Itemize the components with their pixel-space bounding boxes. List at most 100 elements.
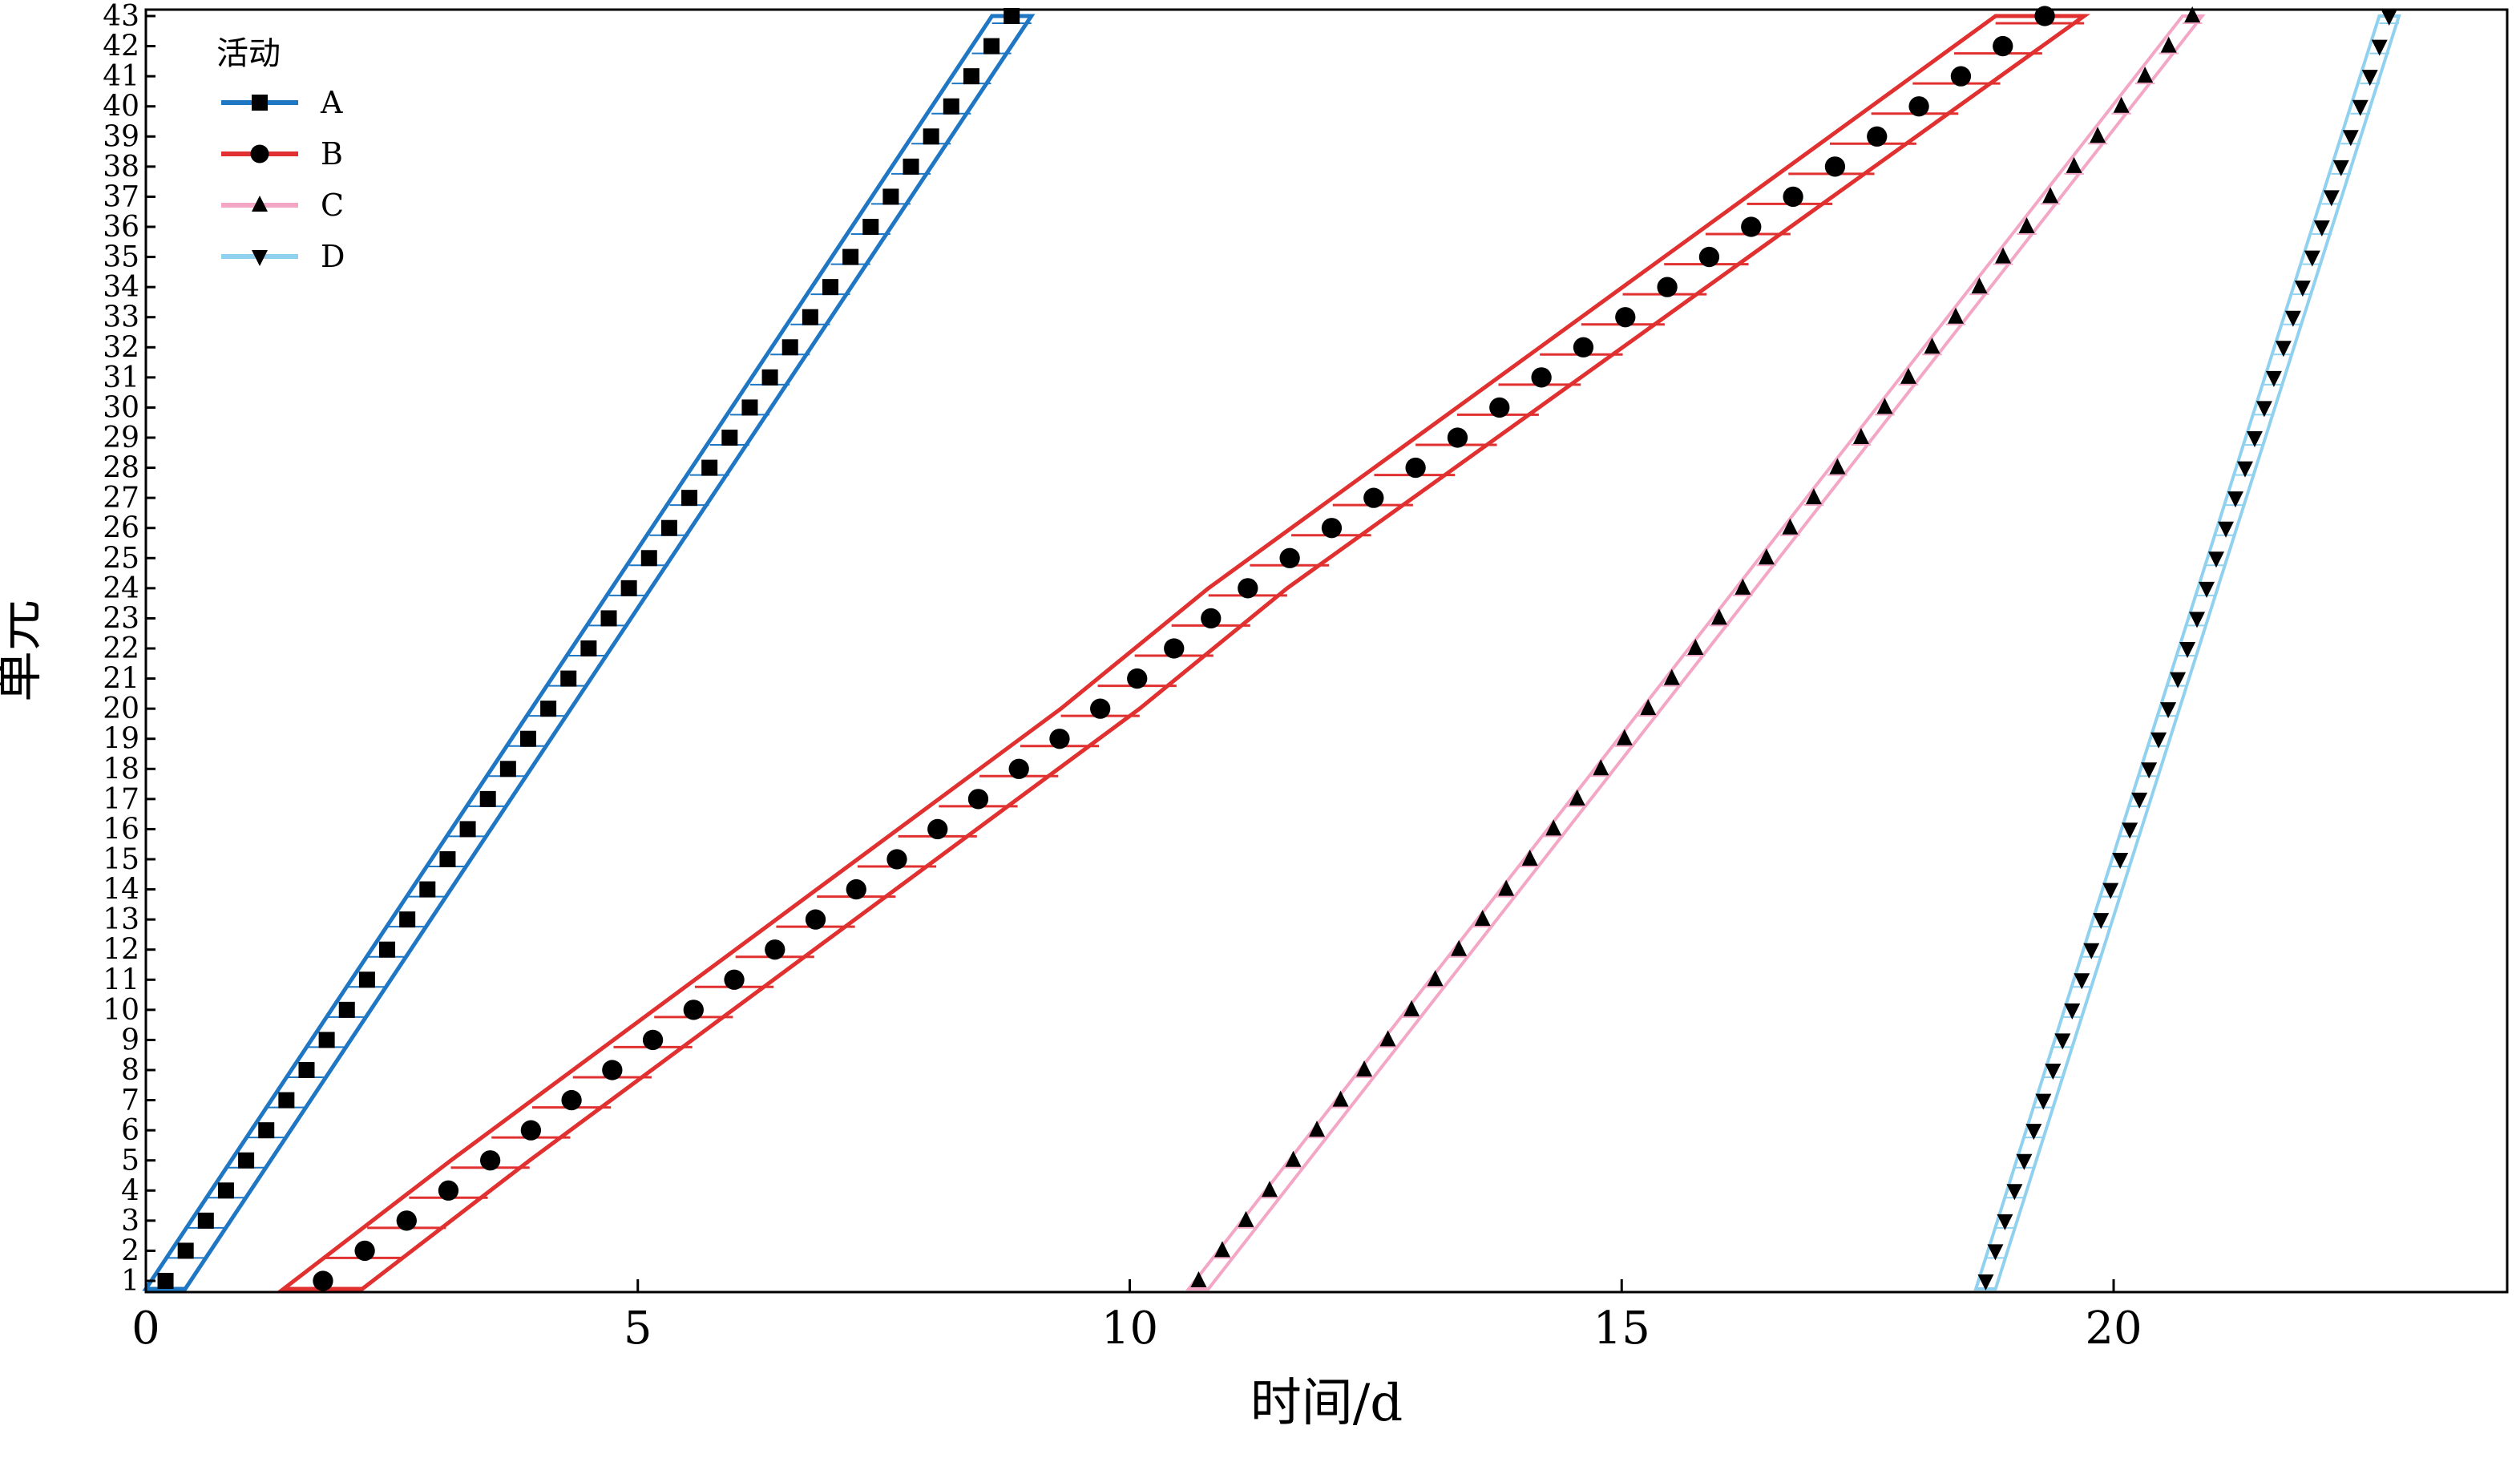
data-point-B	[683, 1000, 704, 1020]
y-tick-label: 15	[103, 843, 139, 876]
y-tick-label: 21	[103, 663, 139, 696]
data-point-C	[1900, 367, 1916, 384]
data-point-B	[1127, 668, 1148, 689]
data-point-B	[1363, 487, 1384, 508]
y-tick-label: 26	[103, 512, 139, 545]
data-point-D	[2275, 341, 2292, 357]
data-point-B	[1698, 246, 1720, 268]
y-tick-label: 37	[103, 180, 139, 213]
data-point-D	[2352, 99, 2369, 116]
y-tick-label: 41	[103, 60, 139, 93]
data-point-D	[2371, 39, 2388, 56]
data-point-C	[1593, 759, 1609, 776]
data-point-B	[886, 849, 907, 870]
data-point-C	[2090, 127, 2106, 143]
data-point-D	[2189, 612, 2206, 628]
band-outline-B	[277, 14, 2090, 1291]
data-point-A	[842, 248, 859, 265]
data-point-A	[781, 339, 798, 356]
legend-label-D: D	[321, 239, 345, 274]
y-tick-label: 4	[121, 1174, 139, 1207]
data-point-A	[177, 1242, 194, 1259]
x-axis: 0 5 10 15 20	[131, 1279, 2142, 1355]
y-tick-label: 42	[103, 30, 139, 63]
data-point-D	[2236, 461, 2253, 478]
data-point-B	[846, 878, 866, 900]
data-point-D	[2332, 160, 2349, 176]
x-tick-label: 10	[1101, 1303, 1158, 1355]
data-point-A	[238, 1152, 255, 1169]
data-point-D	[2208, 551, 2225, 568]
data-point-C	[1971, 277, 1988, 294]
data-point-B	[805, 909, 826, 930]
data-point-B	[1993, 35, 2013, 57]
data-point-C	[1758, 548, 1775, 565]
data-point-D	[2141, 762, 2158, 779]
data-point-D	[2342, 130, 2359, 147]
legend-marker-C	[252, 196, 268, 212]
x-tick-label: 15	[1593, 1303, 1650, 1355]
data-point-B	[561, 1089, 582, 1111]
y-tick-label: 18	[103, 753, 139, 786]
data-point-C	[1829, 458, 1846, 475]
data-point-C	[1545, 819, 1562, 836]
y-tick-label: 29	[103, 422, 139, 454]
data-point-D	[2074, 973, 2090, 990]
data-point-C	[1261, 1181, 1278, 1197]
data-point-C	[1498, 879, 1515, 896]
y-tick-label: 19	[103, 723, 139, 756]
y-tick-label: 39	[103, 120, 139, 153]
data-point-C	[2160, 36, 2177, 53]
data-point-D	[2150, 732, 2167, 749]
data-point-A	[459, 821, 476, 838]
data-point-A	[721, 430, 738, 446]
legend-marker-A	[252, 95, 268, 111]
data-point-A	[580, 640, 597, 656]
data-point-C	[1640, 699, 1657, 716]
y-tick-label: 36	[103, 211, 139, 244]
data-point-D	[2304, 250, 2320, 267]
plot-frame	[144, 8, 2509, 1294]
data-point-C	[1852, 428, 1869, 444]
x-tick-label: 5	[624, 1303, 652, 1355]
data-point-B	[520, 1120, 542, 1141]
legend-label-B: B	[321, 136, 343, 172]
data-point-A	[660, 519, 677, 536]
y-tick-label: 31	[103, 361, 139, 394]
y-tick-label: 16	[103, 813, 139, 846]
data-point-B	[1741, 216, 1762, 237]
y-tick-label: 30	[103, 391, 139, 424]
data-point-B	[1049, 729, 1070, 749]
data-point-C	[1309, 1121, 1326, 1137]
data-point-C	[1451, 939, 1468, 956]
data-point-C	[2018, 217, 2035, 233]
legend-marker-D	[252, 250, 268, 266]
data-point-A	[640, 550, 657, 567]
data-point-A	[943, 98, 959, 115]
data-point-A	[560, 670, 577, 687]
data-point-D	[2179, 642, 2196, 658]
data-point-A	[923, 128, 939, 145]
data-point-D	[2093, 913, 2110, 930]
data-point-D	[2199, 581, 2215, 598]
data-point-C	[1735, 578, 1751, 595]
data-point-B	[1867, 126, 1888, 147]
data-point-B	[1531, 367, 1552, 388]
y-tick-label: 12	[103, 934, 139, 967]
data-point-A	[197, 1212, 214, 1229]
data-point-C	[1332, 1090, 1349, 1107]
data-point-D	[2255, 401, 2272, 418]
data-point-B	[1657, 277, 1678, 297]
data-point-B	[967, 789, 989, 810]
data-point-A	[379, 941, 396, 958]
data-point-C	[1214, 1241, 1230, 1258]
data-point-B	[1279, 547, 1300, 568]
x-tick-label: 20	[2085, 1303, 2142, 1355]
data-point-B	[1405, 457, 1426, 479]
data-point-B	[1573, 337, 1594, 357]
data-point-D	[2064, 1003, 2081, 1020]
y-tick-label: 7	[121, 1084, 139, 1117]
data-point-B	[479, 1150, 501, 1171]
data-point-A	[741, 399, 758, 416]
